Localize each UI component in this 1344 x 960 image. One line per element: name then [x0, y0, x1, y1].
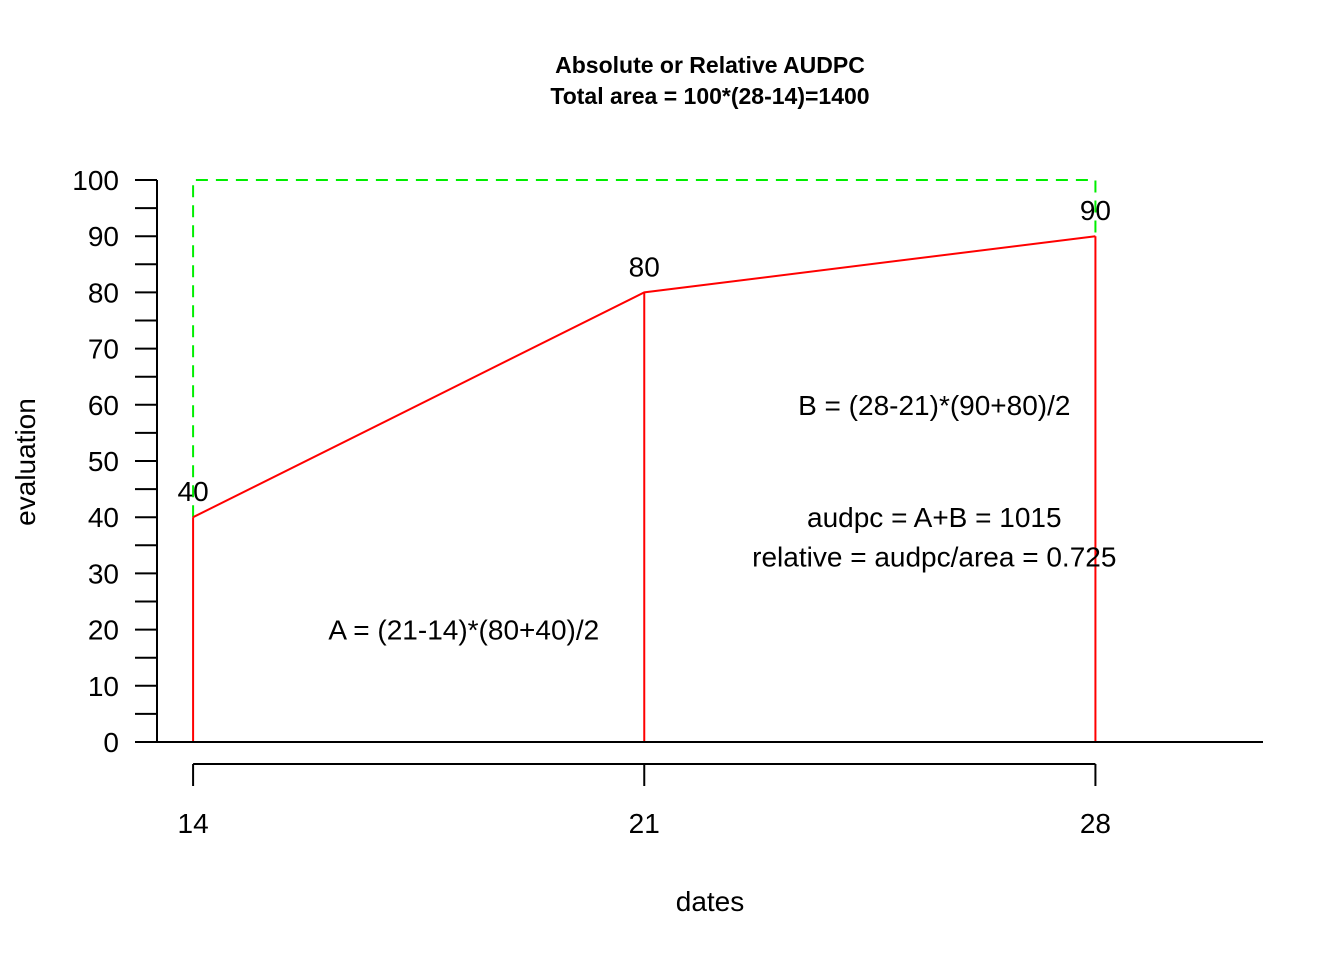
x-tick-label: 21 — [629, 808, 660, 839]
y-tick-label: 0 — [103, 727, 119, 758]
chart-title: Absolute or Relative AUDPC — [555, 52, 865, 78]
y-tick-label: 80 — [88, 277, 119, 308]
annotation-audpc: audpc = A+B = 1015 — [807, 502, 1062, 533]
data-label: 40 — [178, 476, 209, 507]
x-tick-label: 28 — [1080, 808, 1111, 839]
x-tick-label: 14 — [178, 808, 209, 839]
x-axis: 14 21 28 — [178, 763, 1111, 839]
annotation-area-b: B = (28-21)*(90+80)/2 — [798, 390, 1070, 421]
y-tick-label: 10 — [88, 671, 119, 702]
y-tick-label: 30 — [88, 558, 119, 589]
series-line — [192, 235, 1096, 519]
x-axis-label: dates — [676, 886, 745, 917]
y-axis: 0 10 20 30 40 50 60 70 80 90 100 — [72, 165, 158, 758]
data-label: 80 — [629, 251, 660, 282]
y-tick-label: 90 — [88, 221, 119, 252]
chart-subtitle: Total area = 100*(28-14)=1400 — [550, 83, 869, 109]
total-area-line — [192, 179, 1097, 518]
y-tick-label: 100 — [72, 165, 119, 196]
y-tick-label: 40 — [88, 502, 119, 533]
y-tick-label: 70 — [88, 334, 119, 365]
data-label: 90 — [1080, 195, 1111, 226]
y-tick-label: 60 — [88, 390, 119, 421]
data-labels: 40 80 90 — [178, 195, 1111, 507]
y-axis-label: evaluation — [10, 398, 41, 526]
total-area-bound — [192, 179, 1097, 518]
annotation-relative: relative = audpc/area = 0.725 — [752, 542, 1116, 573]
series-line-group — [192, 235, 1096, 519]
y-tick-label: 20 — [88, 615, 119, 646]
series-drop-lines — [192, 236, 1097, 742]
annotations: A = (21-14)*(80+40)/2 B = (28-21)*(90+80)… — [328, 390, 1116, 646]
annotation-area-a: A = (21-14)*(80+40)/2 — [328, 615, 599, 646]
y-tick-label: 50 — [88, 446, 119, 477]
